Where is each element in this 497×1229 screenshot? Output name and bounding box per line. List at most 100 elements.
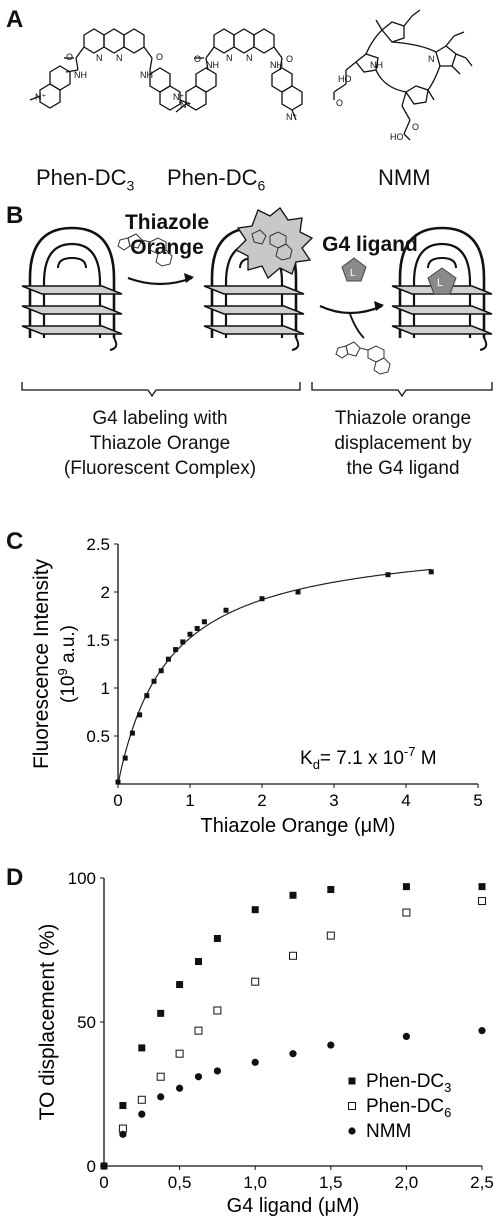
data-point: [223, 607, 229, 613]
kd-annotation: Kd= 7.1 x 10-7 M: [300, 744, 437, 772]
legend-marker: [348, 1127, 356, 1135]
data-point: [175, 1049, 184, 1058]
x-tick-label: 1,0: [243, 1173, 267, 1192]
y-tick-label: 1.5: [86, 631, 110, 650]
svg-text:N: N: [116, 53, 123, 63]
svg-text:NH: NH: [140, 70, 153, 80]
x-tick-label: 2: [257, 791, 266, 810]
data-point: [259, 596, 265, 602]
data-point: [115, 779, 121, 785]
compound-label-phen-dc3: Phen-DC3: [36, 165, 135, 194]
data-point: [176, 981, 184, 989]
step2-title: G4 ligand: [322, 233, 418, 256]
svg-text:N⁺: N⁺: [180, 100, 191, 110]
svg-text:NH: NH: [270, 60, 283, 70]
y-tick-label: 1: [101, 679, 110, 698]
thiazole-orange-molecule: [117, 233, 173, 267]
svg-text:O: O: [194, 54, 201, 64]
data-point: [165, 656, 171, 662]
svg-text:HO: HO: [338, 74, 352, 84]
x-tick-label: 0: [113, 791, 122, 810]
chart-d-displacement: 0 0,5 1,0 1,5 2,0 2,5 0 50 100 Phen-DC3Phen-DC6NM…: [36, 869, 494, 1217]
svg-text:N: N: [428, 54, 435, 64]
legend-entry: NMM: [366, 1121, 411, 1142]
svg-text:NH: NH: [370, 60, 383, 70]
data-point: [478, 1027, 486, 1035]
legend-entry: Phen-DC6: [366, 1096, 451, 1120]
phen-dc6-atoms: N N O O NH NH N⁺ N⁺: [180, 53, 297, 122]
y-tick-label: 100: [68, 869, 96, 888]
data-point: [478, 883, 486, 891]
x-tick-label: 0: [99, 1173, 108, 1192]
panel-a-label: A: [6, 6, 24, 33]
legend-entry: Phen-DC3: [366, 1071, 451, 1095]
data-point: [119, 1130, 127, 1138]
legend-marker: [348, 1102, 356, 1110]
data-point: [137, 1095, 146, 1104]
data-point: [137, 712, 143, 718]
data-point: [156, 1072, 165, 1081]
nmm-structure: [333, 9, 473, 141]
data-point: [187, 631, 193, 637]
svg-text:N⁺: N⁺: [173, 92, 184, 102]
data-point: [428, 569, 434, 575]
data-point: [213, 1067, 221, 1075]
y-tick-label: 0: [87, 1157, 96, 1176]
data-point: [327, 886, 335, 894]
data-point: [138, 1110, 146, 1118]
svg-text:N: N: [246, 53, 253, 63]
svg-text:N⁺: N⁺: [35, 92, 46, 102]
data-point: [195, 958, 202, 966]
g4-quadruplex-free: [20, 226, 124, 352]
data-point: [201, 619, 207, 625]
svg-text:O: O: [286, 54, 293, 64]
brace-displacement: [311, 382, 493, 398]
data-point: [289, 891, 297, 899]
y-axis-title: Fluorescence Intensity: [30, 558, 53, 769]
data-point: [295, 589, 301, 595]
compound-label-phen-dc6: Phen-DC6: [167, 165, 266, 194]
bound-to-molecule: [251, 229, 293, 261]
ligand-letter-bound: L: [437, 277, 443, 289]
svg-text:HO: HO: [390, 132, 404, 142]
panel-d-label: D: [6, 864, 24, 891]
panel-c-label: C: [6, 528, 24, 555]
data-point: [100, 1162, 108, 1170]
x-tick-label: 0,5: [168, 1173, 192, 1192]
nmm-atoms: NH N HO O HO O: [336, 54, 435, 142]
data-point: [385, 572, 391, 578]
x-tick-label: 1,5: [319, 1173, 343, 1192]
data-point: [251, 1058, 259, 1066]
svg-text:O: O: [156, 52, 163, 62]
x-tick-label: 2,5: [470, 1173, 494, 1192]
data-point: [402, 908, 411, 917]
data-point: [251, 977, 260, 986]
data-point: [289, 1050, 297, 1058]
data-point: [194, 625, 200, 631]
phen-dc3-atoms: N N O O NH NH N⁺ N⁺: [35, 52, 184, 102]
ligand-pentagon-free: [341, 257, 367, 282]
data-point: [144, 693, 150, 699]
data-point: [402, 1032, 410, 1040]
y-tick-label: 0.5: [86, 727, 110, 746]
data-point: [213, 934, 221, 942]
data-point: [138, 1044, 146, 1052]
svg-text:O: O: [66, 52, 73, 62]
data-point: [478, 897, 486, 906]
data-point: [327, 1041, 335, 1049]
displaced-to-molecule: [335, 341, 391, 375]
caption-labeling: G4 labeling with Thiazole Orange (Fluoresc…: [63, 408, 257, 479]
data-point: [119, 1102, 127, 1110]
data-point: [402, 883, 410, 891]
data-point: [129, 730, 135, 736]
data-point: [157, 1009, 165, 1017]
panel-a-structures: N N O O NH NH N⁺ N⁺ N N O O NH NH N⁺ N⁺: [29, 9, 473, 142]
y-axis-unit: (109 a.u.): [55, 625, 79, 703]
svg-text:O: O: [336, 98, 343, 108]
caption-displacement: Thiazole orange displacement by the G4 lig…: [334, 408, 472, 479]
ligand-pentagon-bound: [427, 267, 457, 295]
data-point: [289, 951, 297, 960]
y-tick-label: 2.5: [86, 535, 110, 554]
legend-marker: [348, 1077, 356, 1085]
data-point: [213, 1006, 222, 1015]
